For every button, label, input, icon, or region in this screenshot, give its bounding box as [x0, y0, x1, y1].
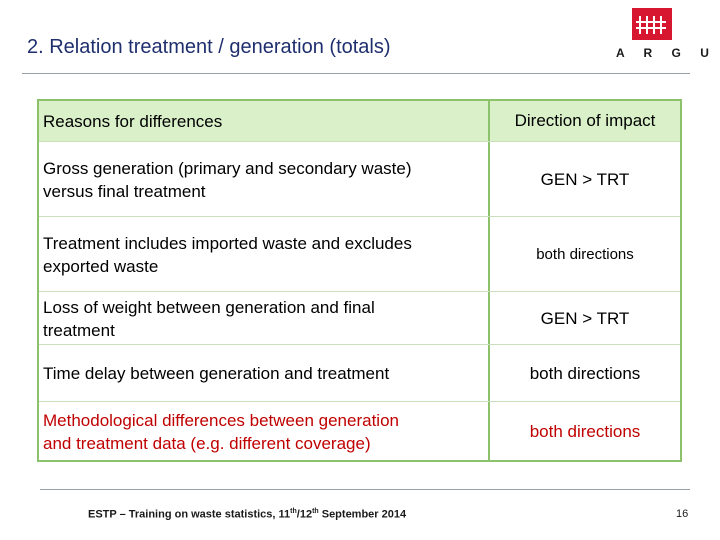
reason-text: Methodological differences between gener…: [43, 410, 399, 453]
impact-text: both directions: [529, 363, 641, 383]
table-header-row: Reasons for differences Direction of imp…: [39, 101, 680, 141]
reasons-table: Reasons for differences Direction of imp…: [37, 99, 682, 462]
header-reasons: Reasons for differences: [39, 101, 490, 141]
argus-logo-icon: [632, 8, 672, 40]
table-row: Time delay between generation and treatm…: [39, 344, 680, 402]
header-direction: Direction of impact: [514, 111, 656, 130]
impact-text: GEN > TRT: [540, 308, 630, 328]
logo-wordmark: A R G U S: [616, 46, 720, 60]
table-row: Gross generation (primary and secondary …: [39, 141, 680, 217]
table-row: Treatment includes imported waste and ex…: [39, 216, 680, 292]
impact-text: both directions: [536, 246, 634, 263]
reason-text: Time delay between generation and treatm…: [43, 364, 390, 383]
impact-text: GEN > TRT: [540, 169, 630, 189]
reason-text: Gross generation (primary and secondary …: [43, 158, 412, 201]
footer-text: ESTP – Training on waste statistics, 11t…: [88, 508, 407, 521]
page-number: 16: [676, 508, 689, 520]
table-row: Loss of weight between generation and fi…: [39, 291, 680, 345]
title-divider: [22, 73, 690, 74]
footer-divider: [40, 489, 690, 490]
slide-title: 2. Relation treatment / generation (tota…: [27, 36, 391, 58]
reason-text: Loss of weight between generation and fi…: [43, 297, 375, 340]
reason-text: Treatment includes imported waste and ex…: [43, 233, 412, 276]
table-row: Methodological differences between gener…: [39, 401, 680, 461]
impact-text: both directions: [529, 421, 641, 441]
